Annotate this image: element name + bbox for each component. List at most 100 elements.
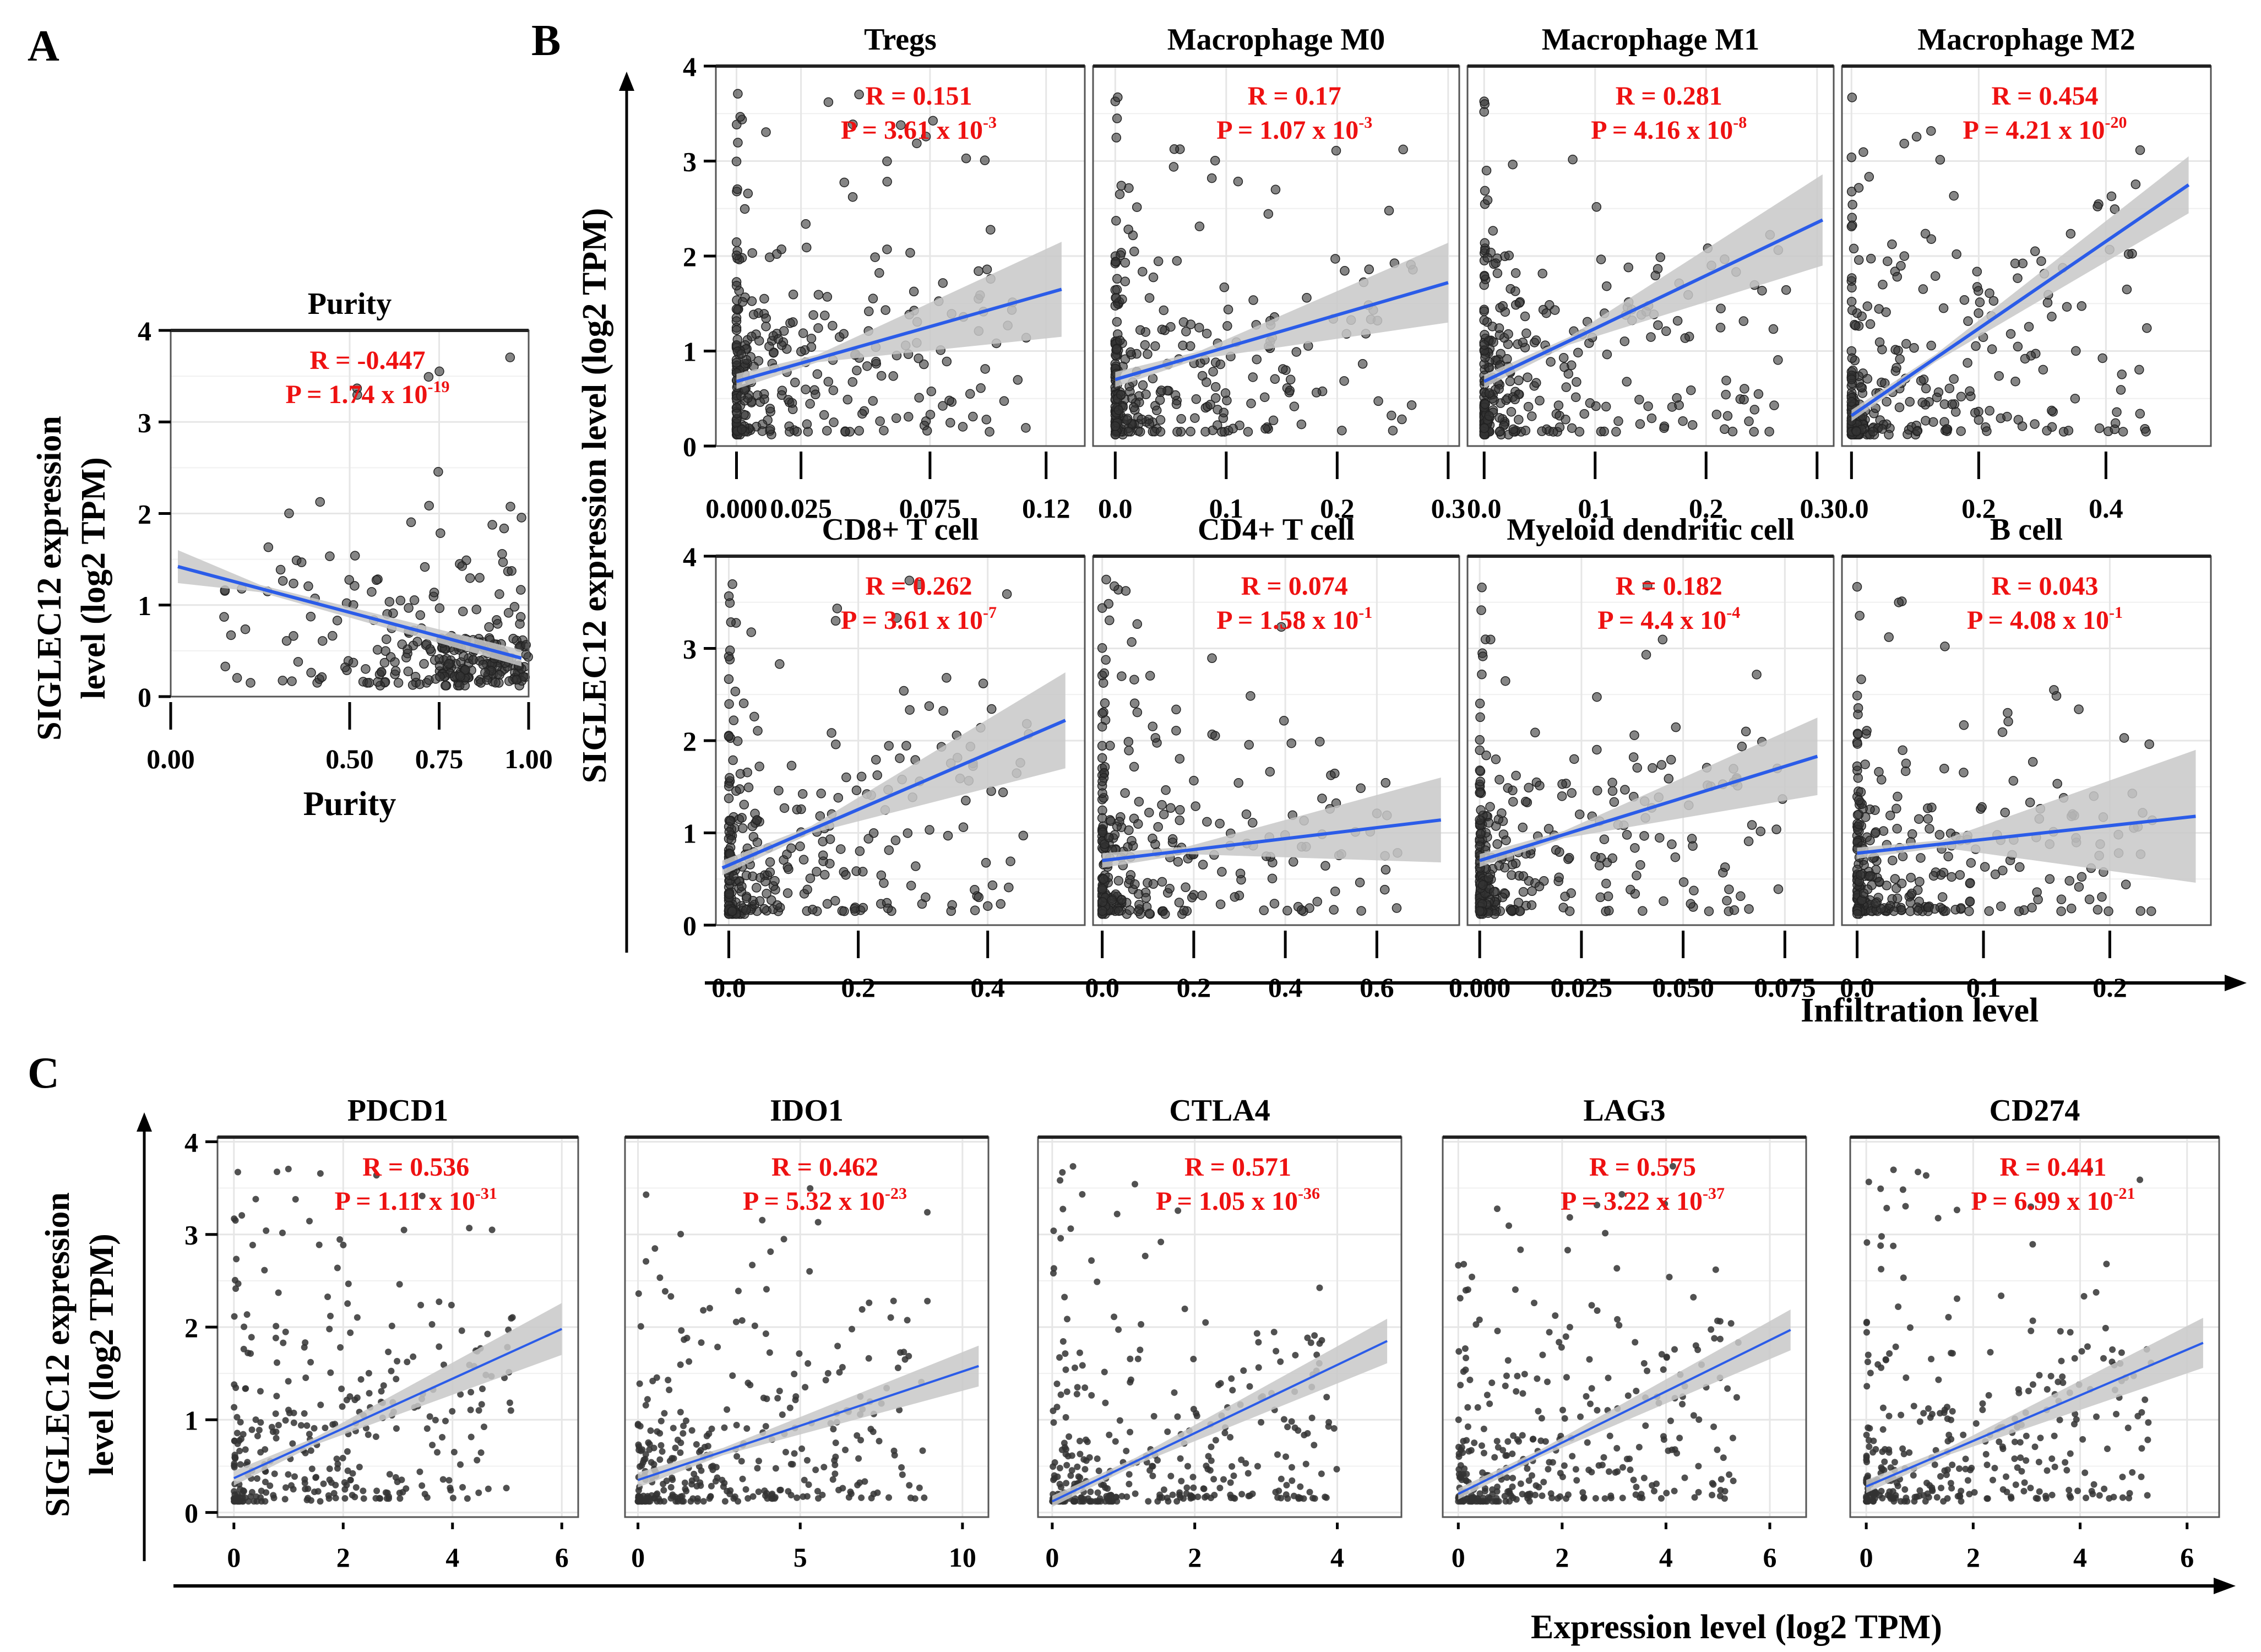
data-point bbox=[1855, 870, 1866, 880]
data-point bbox=[1491, 1454, 1498, 1461]
data-point bbox=[822, 292, 833, 302]
x-tick-label: 0.4 bbox=[2089, 493, 2123, 524]
data-point bbox=[1097, 753, 1107, 763]
data-point bbox=[394, 1357, 401, 1365]
data-point bbox=[1171, 399, 1182, 409]
data-point bbox=[996, 899, 1006, 909]
data-point bbox=[1051, 1459, 1058, 1466]
data-point bbox=[1132, 1490, 1139, 1497]
data-point bbox=[1730, 1477, 1737, 1485]
stat-p-value: P = 4.4 x 10-4 bbox=[1597, 604, 1740, 635]
data-point bbox=[1572, 377, 1581, 387]
data-point bbox=[1865, 319, 1876, 329]
data-point bbox=[1160, 1486, 1167, 1493]
data-point bbox=[663, 1477, 670, 1485]
data-point bbox=[393, 678, 404, 688]
data-point bbox=[858, 903, 868, 913]
data-point bbox=[1116, 250, 1126, 260]
data-point bbox=[2144, 1436, 2151, 1443]
p-value-exponent: -21 bbox=[2113, 1184, 2135, 1203]
data-point bbox=[327, 1312, 334, 1319]
data-point bbox=[885, 1494, 893, 1501]
data-point bbox=[1585, 1466, 1593, 1474]
data-point bbox=[806, 342, 817, 352]
p-value-base: P = 5.32 x 10 bbox=[743, 1187, 885, 1216]
data-point bbox=[876, 1437, 883, 1444]
data-point bbox=[417, 1301, 425, 1308]
data-point bbox=[1554, 872, 1564, 883]
data-point bbox=[1178, 1477, 1185, 1485]
data-point bbox=[1607, 1492, 1615, 1499]
data-point bbox=[1074, 1463, 1081, 1470]
data-point bbox=[400, 1226, 407, 1233]
stat-p-value: P = 6.99 x 10-21 bbox=[1971, 1184, 2135, 1216]
data-point bbox=[1475, 815, 1485, 825]
data-point bbox=[688, 1427, 695, 1434]
data-point bbox=[257, 1449, 264, 1456]
data-point bbox=[458, 1327, 465, 1334]
data-point bbox=[1867, 1370, 1874, 1377]
data-point bbox=[743, 782, 754, 792]
data-point bbox=[2121, 879, 2131, 889]
data-point bbox=[1984, 906, 1994, 916]
data-point bbox=[839, 1363, 846, 1371]
data-point bbox=[1515, 1438, 1522, 1445]
data-point bbox=[1210, 382, 1221, 392]
data-point bbox=[1210, 393, 1221, 403]
data-point bbox=[468, 655, 478, 665]
data-point bbox=[777, 1486, 784, 1493]
data-point bbox=[800, 1493, 807, 1500]
data-point bbox=[270, 1492, 277, 1499]
data-point bbox=[801, 242, 812, 253]
data-point bbox=[1852, 739, 1862, 749]
data-point bbox=[1531, 378, 1541, 388]
data-point bbox=[1154, 1457, 1161, 1464]
x-tick-label: 0.50 bbox=[325, 743, 374, 774]
data-point bbox=[1558, 1344, 1565, 1351]
data-point bbox=[1874, 337, 1885, 347]
p-value-exponent: -37 bbox=[1703, 1184, 1725, 1203]
data-point bbox=[884, 845, 894, 855]
data-point bbox=[1238, 1456, 1245, 1463]
data-point bbox=[1069, 1163, 1077, 1170]
data-point bbox=[1534, 882, 1545, 892]
data-point bbox=[1866, 253, 1876, 264]
stat-p-value: P = 5.32 x 10-23 bbox=[743, 1184, 907, 1216]
data-point bbox=[677, 1409, 684, 1416]
data-point bbox=[1099, 874, 1109, 884]
data-point bbox=[1595, 1462, 1602, 1469]
data-point bbox=[1963, 316, 1973, 326]
data-point bbox=[253, 1498, 260, 1505]
data-point bbox=[1288, 1464, 1295, 1471]
data-point bbox=[1862, 726, 1872, 736]
data-point bbox=[1721, 1495, 1728, 1502]
data-point bbox=[1937, 892, 1948, 902]
data-point bbox=[1244, 740, 1254, 750]
data-point bbox=[1972, 1420, 1980, 1427]
data-point bbox=[322, 1424, 329, 1431]
data-point bbox=[1880, 378, 1890, 388]
data-point bbox=[347, 1476, 354, 1483]
data-point bbox=[1494, 413, 1504, 423]
data-point bbox=[1983, 1461, 1991, 1469]
stat-r-value: R = 0.462 bbox=[771, 1153, 878, 1182]
data-point bbox=[2000, 807, 2010, 818]
data-point bbox=[1302, 1460, 1309, 1468]
data-point bbox=[1094, 1489, 1101, 1496]
regression-line bbox=[1115, 281, 1449, 382]
data-point bbox=[1744, 904, 1754, 914]
data-point bbox=[1494, 1483, 1501, 1491]
data-point bbox=[2021, 1479, 2028, 1486]
data-point bbox=[1930, 271, 1941, 281]
data-point bbox=[1455, 1262, 1462, 1269]
data-point bbox=[797, 789, 808, 799]
data-point bbox=[1164, 1428, 1171, 1435]
data-point bbox=[349, 1470, 356, 1477]
data-point bbox=[1071, 1364, 1078, 1371]
data-point bbox=[365, 1370, 372, 1377]
data-point bbox=[2049, 685, 2059, 695]
data-point bbox=[1764, 427, 1774, 437]
data-point bbox=[1202, 1494, 1209, 1501]
